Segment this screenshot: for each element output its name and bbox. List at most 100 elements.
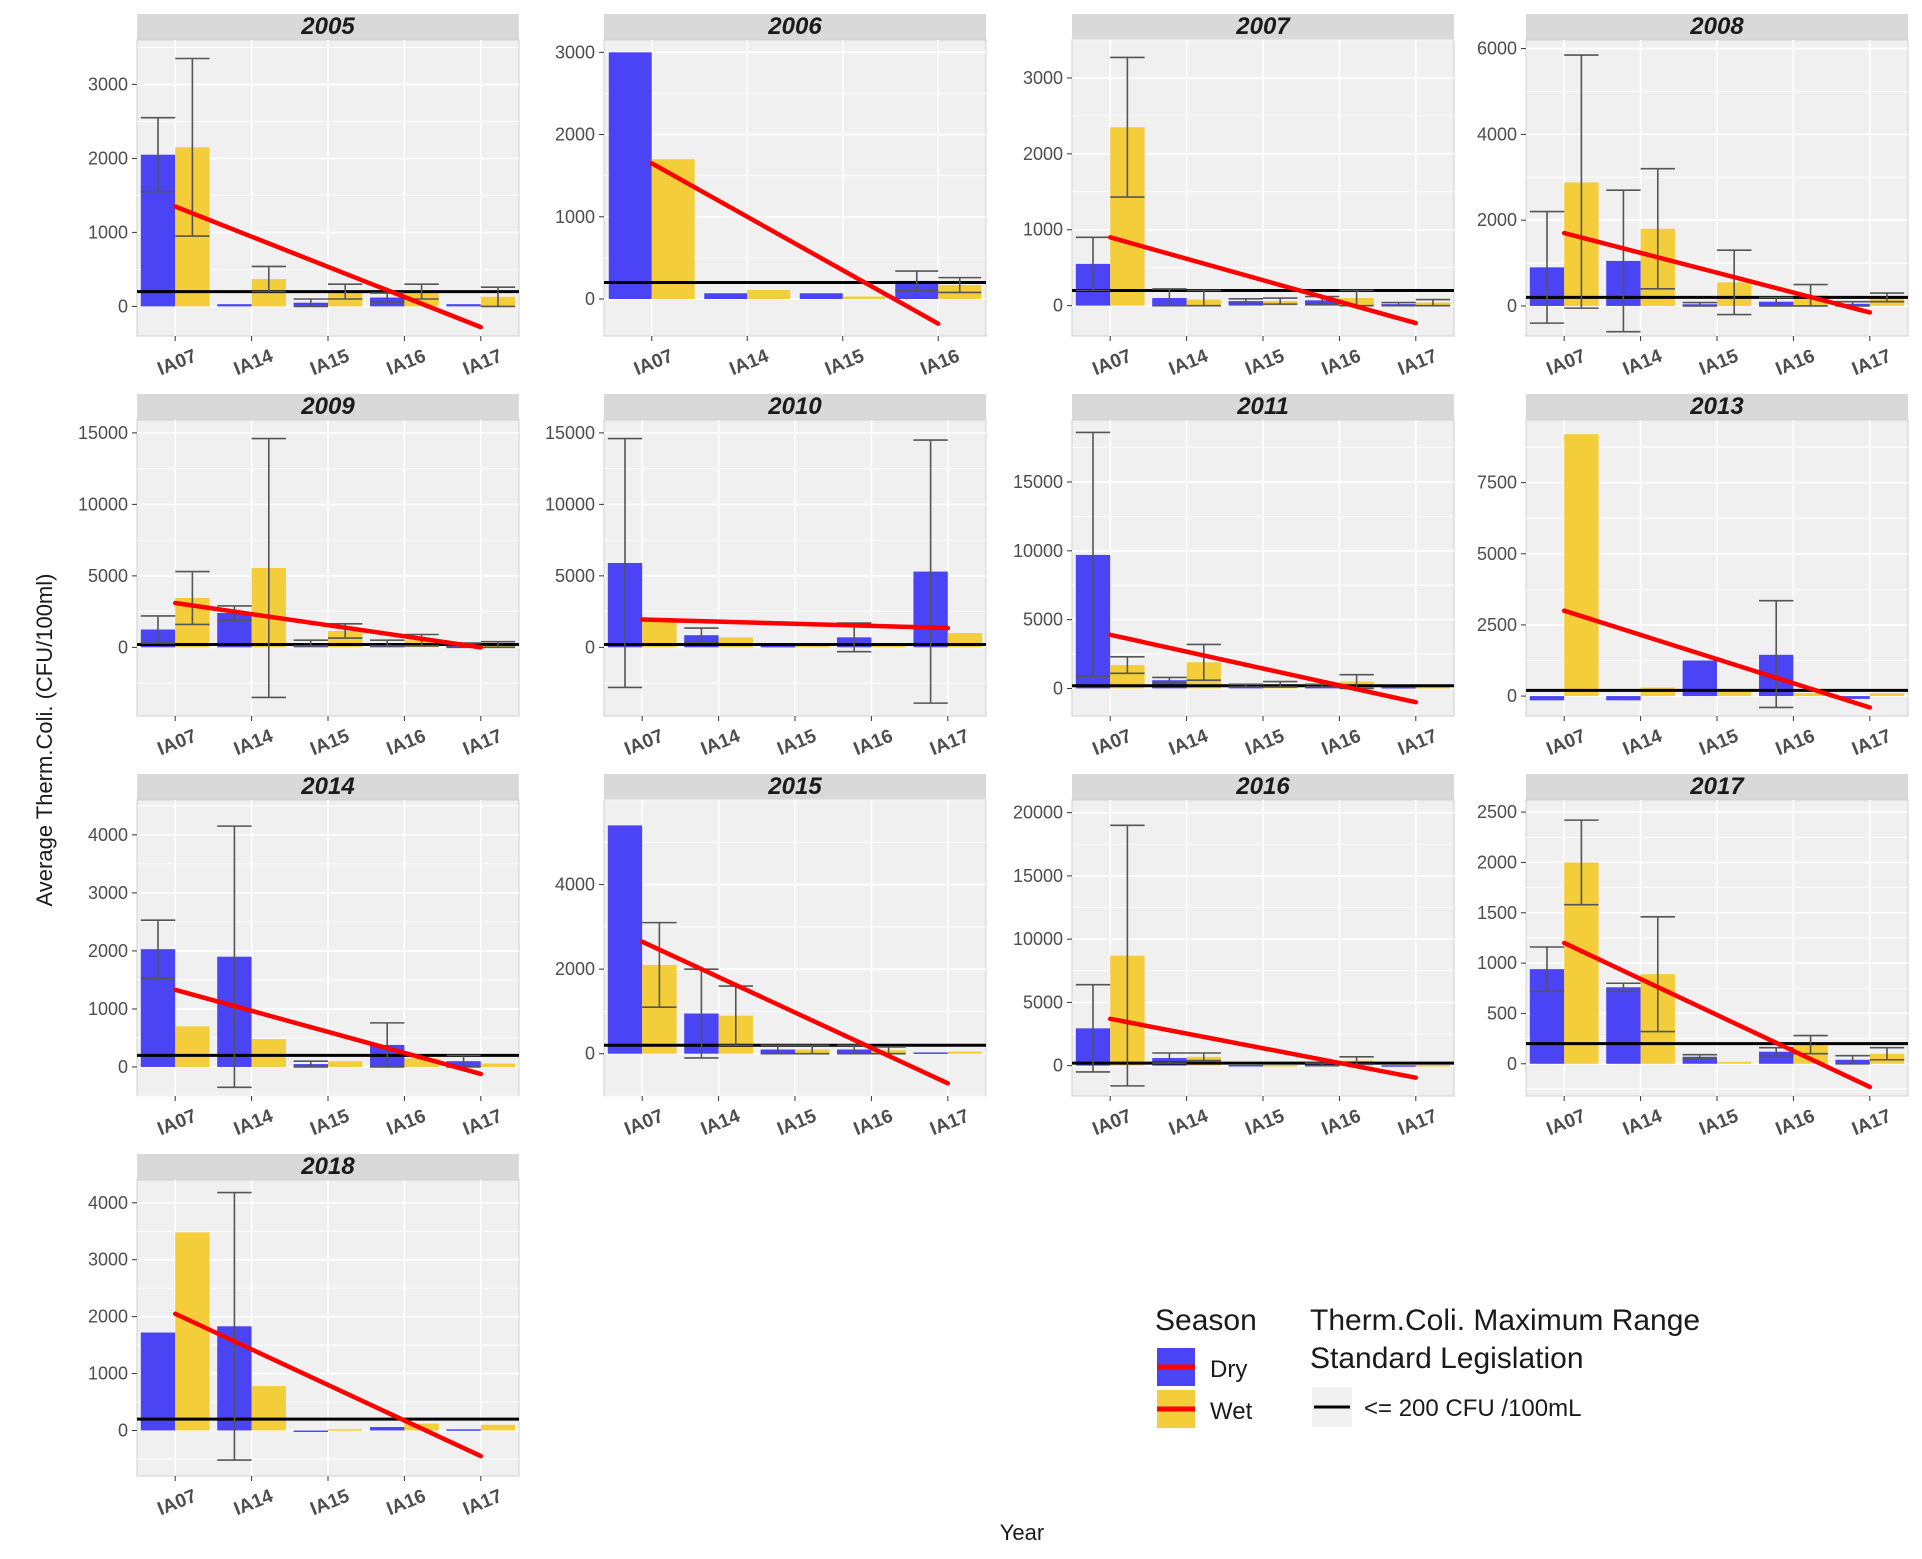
errorbar-wet-IA16	[938, 276, 982, 294]
x-tick-label: IA14	[231, 1485, 276, 1520]
trend-line	[649, 161, 941, 326]
errorbar-dry-IA07	[1075, 236, 1111, 292]
errorbar-dry-IA16	[370, 639, 405, 647]
errorbar-dry-IA07	[1529, 946, 1565, 993]
bar-dry-IA14	[1606, 696, 1641, 701]
x-tick-label: IA14	[727, 345, 772, 380]
bar-wet-IA15	[1717, 691, 1752, 697]
x-tick-label: IA15	[1242, 1105, 1287, 1140]
errorbar-dry-IA14	[1152, 1052, 1187, 1064]
x-tick-label: IA15	[774, 725, 819, 760]
x-tick-label: IA07	[1544, 1106, 1589, 1141]
errorbar-wet-IA14	[1640, 167, 1675, 290]
y-tick-label: 2000	[88, 148, 128, 168]
errorbar-wet-IA07	[1110, 824, 1145, 1087]
x-tick-label: IA14	[698, 1105, 743, 1140]
bar-wet-IA07	[1564, 434, 1599, 697]
x-tick-label: IA17	[460, 1106, 505, 1141]
x-tick-label: IA14	[1166, 345, 1211, 380]
errorbar-dry-IA17	[1381, 301, 1416, 307]
bar-dry-IA17	[446, 1429, 481, 1431]
errorbar-dry-IA15	[1682, 301, 1717, 307]
x-tick-label: IA17	[1395, 1106, 1440, 1141]
errorbar-dry-IA15	[1682, 1053, 1717, 1060]
bar-dry-IA14	[704, 293, 748, 299]
strip-2015	[604, 774, 986, 800]
x-tick-label: IA07	[622, 726, 667, 761]
x-tick-label: IA15	[1242, 345, 1287, 380]
x-tick-label: IA17	[927, 1106, 972, 1141]
x-tick-label: IA16	[384, 346, 429, 381]
strip-label-2008: 2008	[1689, 13, 1744, 40]
x-tick-label: IA07	[155, 346, 200, 381]
x-tick-label: IA17	[1395, 346, 1440, 381]
bar-dry-IA07	[1529, 696, 1565, 701]
x-tick-label: IA15	[307, 1105, 352, 1140]
legend-standard-title-line1: Therm.Coli. Maximum Range	[1310, 1304, 1700, 1337]
y-tick-label: 1000	[88, 999, 128, 1019]
y-tick-label: 15000	[545, 423, 595, 443]
x-tick-label: IA07	[1544, 726, 1589, 761]
y-tick-label: 0	[1507, 1054, 1517, 1074]
bar-wet-IA14	[718, 637, 753, 648]
y-tick-label: 10000	[1013, 929, 1063, 949]
errorbar-wet-IA15	[795, 1044, 830, 1055]
y-tick-label: 0	[1053, 1056, 1063, 1076]
errorbar-wet-IA07	[175, 57, 210, 237]
bar-dry-IA17	[1381, 1065, 1416, 1067]
x-tick-label: IA15	[307, 345, 352, 380]
errorbar-dry-IA14	[684, 627, 719, 644]
x-tick-label: IA15	[1696, 345, 1741, 380]
y-tick-label: 0	[1507, 686, 1517, 706]
bar-dry-IA17	[913, 1052, 948, 1054]
y-tick-label: 0	[1507, 296, 1517, 316]
panel-2010: 2010 0 5000 10000 15000 IA07 IA14 IA15 IA16 IA17	[545, 393, 987, 761]
strip-2013	[1526, 394, 1908, 420]
errorbar-dry-IA07	[607, 437, 643, 689]
x-tick-label: IA14	[231, 725, 276, 760]
y-tick-label: 500	[1487, 1003, 1517, 1023]
errorbar-dry-IA07	[140, 116, 176, 193]
bar-wet-IA15	[328, 1061, 363, 1067]
panel-2008: 2008 0 2000 4000 6000 IA07 IA14 IA15 IA16 IA17	[1477, 13, 1909, 380]
trend-line	[172, 987, 484, 1077]
strip-2016	[1072, 774, 1454, 800]
y-tick-label: 1000	[88, 1364, 128, 1384]
strip-label-2007: 2007	[1235, 13, 1291, 40]
bar-wet-IA17	[480, 1063, 516, 1067]
y-tick-label: 5000	[1023, 992, 1063, 1012]
errorbar-wet-IA14	[1186, 1052, 1221, 1062]
trend-line	[172, 204, 484, 330]
x-tick-label: IA14	[231, 345, 276, 380]
y-tick-label: 0	[585, 289, 595, 309]
panel-2016: 2016 0 5000 10000 15000 20000 IA07 IA14 IA15 IA16…	[1013, 773, 1455, 1141]
bar-wet-IA17	[1415, 687, 1451, 689]
y-tick-label: 5000	[1477, 544, 1517, 564]
y-tick-label: 2000	[555, 125, 595, 145]
errorbar-wet-IA14	[1186, 289, 1221, 307]
errorbar-wet-IA15	[1717, 249, 1752, 316]
y-tick-label: 4000	[555, 875, 595, 895]
x-tick-label: IA17	[460, 1486, 505, 1521]
x-tick-label: IA07	[1090, 726, 1135, 761]
x-axis-title: Year	[1000, 1520, 1044, 1545]
y-tick-label: 3000	[1023, 68, 1063, 88]
bar-dry-IA17	[1381, 687, 1416, 689]
x-tick-label: IA14	[1620, 345, 1665, 380]
errorbar-wet-IA07	[1564, 54, 1599, 309]
x-tick-label: IA17	[1849, 726, 1894, 761]
errorbar-dry-IA07	[1075, 431, 1111, 677]
bar-dry-IA07	[608, 52, 652, 300]
y-tick-label: 15000	[78, 423, 128, 443]
errorbar-wet-IA07	[1110, 655, 1145, 675]
x-tick-label: IA14	[1620, 725, 1665, 760]
x-tick-label: IA16	[384, 1486, 429, 1521]
strip-2014	[137, 774, 519, 800]
x-tick-label: IA15	[822, 345, 867, 380]
legend-label-wet: Wet	[1210, 1398, 1253, 1425]
x-tick-label: IA16	[384, 726, 429, 761]
strip-label-2014: 2014	[300, 773, 354, 800]
bar-dry-IA15	[760, 645, 795, 648]
panel-2017: 2017 0 500 1000 1500 2000 2500 IA07 IA14 IA15 IA16…	[1477, 773, 1909, 1141]
